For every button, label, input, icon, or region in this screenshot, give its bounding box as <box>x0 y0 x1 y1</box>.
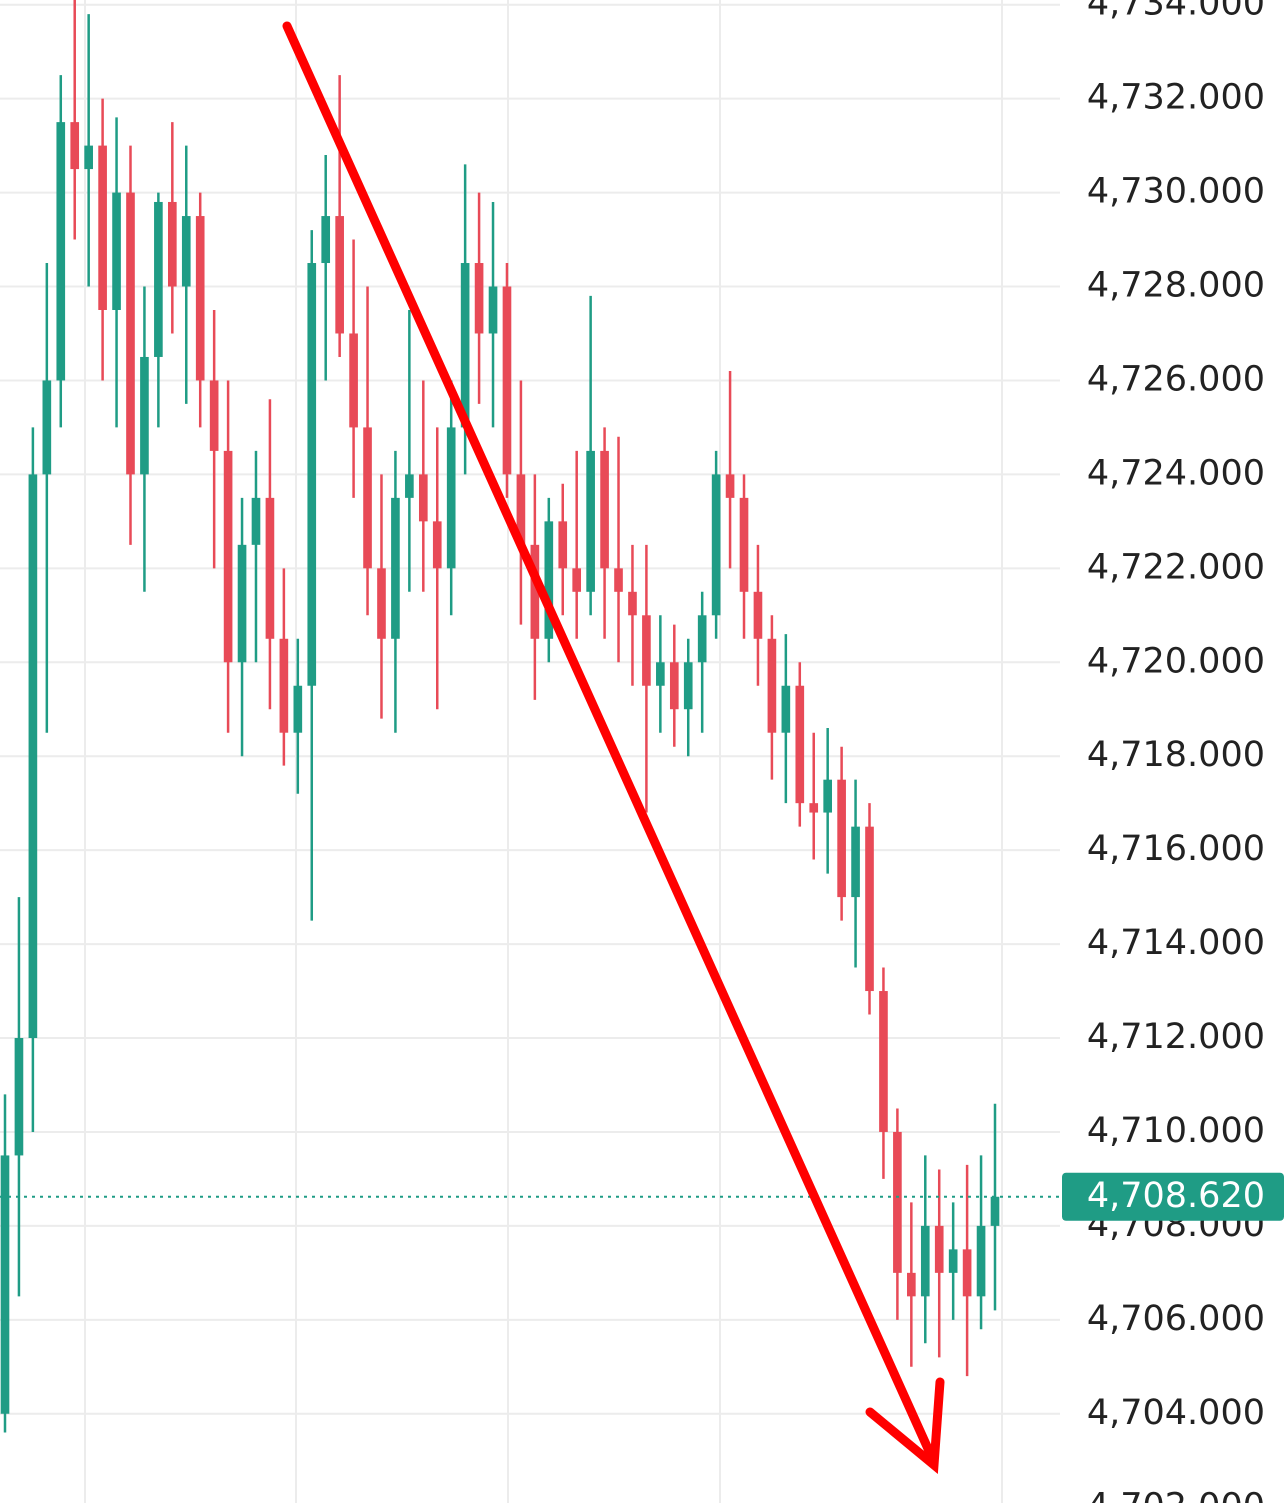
candle-body <box>84 145 93 170</box>
candle-body <box>293 685 303 733</box>
candle-body <box>739 497 749 592</box>
vertical-grid <box>84 0 1003 1503</box>
candle-body <box>642 615 651 686</box>
axis-labels: 4,702.0004,704.0004,706.0004,708.0004,71… <box>1062 0 1284 1503</box>
y-tick-label: 4,726.000 <box>1087 359 1265 399</box>
candle-body <box>656 662 665 686</box>
candle-body <box>962 1249 972 1297</box>
candle-body <box>600 450 609 569</box>
candle-body <box>237 544 247 663</box>
candle-body <box>405 474 414 498</box>
y-tick-label: 4,728.000 <box>1087 266 1265 306</box>
candle-body <box>907 1272 916 1297</box>
y-tick-label: 4,734.000 <box>1087 0 1265 24</box>
candle-body <box>223 450 233 663</box>
candle-body <box>725 474 735 498</box>
candle-body <box>363 427 372 569</box>
candle-body <box>530 544 540 639</box>
candle-body <box>614 568 623 592</box>
candle-body <box>140 356 149 475</box>
candle-body <box>586 450 595 592</box>
candle-body <box>432 521 442 569</box>
y-tick-label: 4,720.000 <box>1087 641 1265 681</box>
y-tick-label: 4,704.000 <box>1087 1393 1265 1433</box>
candle-body <box>446 427 456 569</box>
trend-arrow <box>282 21 945 1475</box>
candle-body <box>934 1225 944 1273</box>
y-tick-label: 4,730.000 <box>1087 172 1265 212</box>
candle-body <box>70 122 80 170</box>
y-tick-label: 4,702.000 <box>1087 1487 1265 1503</box>
candle-body <box>321 216 331 264</box>
candle-body <box>628 591 637 616</box>
candle-body <box>795 685 805 804</box>
candle-body <box>377 568 386 639</box>
candle-body <box>781 685 791 733</box>
y-tick-label: 4,712.000 <box>1087 1017 1265 1057</box>
grid <box>0 3 1060 1415</box>
candle-body <box>809 803 819 813</box>
candle-body <box>711 474 721 616</box>
candle-body <box>181 216 191 287</box>
candle-body <box>865 826 874 992</box>
candle-body <box>14 1038 24 1156</box>
candle-body <box>893 1131 902 1273</box>
y-tick-label: 4,710.000 <box>1087 1111 1265 1151</box>
candle-body <box>195 216 205 381</box>
candle-body <box>251 497 261 545</box>
candle-body <box>823 779 832 813</box>
candle-body <box>307 263 317 686</box>
candle-body <box>683 662 693 710</box>
candle-body <box>837 779 846 898</box>
last-price-label: 4,708.620 <box>1087 1176 1265 1216</box>
candle-body <box>98 145 107 310</box>
candle-body <box>502 286 512 475</box>
candle-body <box>544 521 554 639</box>
candle-body <box>851 826 860 898</box>
candle-body <box>349 333 358 428</box>
candle-body <box>697 615 707 663</box>
candle-body <box>767 638 777 733</box>
candle-body <box>28 474 38 1039</box>
candle-body <box>418 474 428 522</box>
y-tick-label: 4,706.000 <box>1087 1299 1265 1339</box>
candle-body <box>335 216 344 334</box>
candle-body <box>154 201 163 357</box>
candle-body <box>920 1225 930 1297</box>
candle-body <box>265 497 275 639</box>
candle-body <box>976 1225 986 1297</box>
candle-body <box>209 380 219 451</box>
candle-body <box>56 122 66 381</box>
candle-body <box>42 380 52 475</box>
candle-body <box>990 1196 1000 1226</box>
candle-body <box>558 521 568 569</box>
y-tick-label: 4,714.000 <box>1087 923 1265 963</box>
y-tick-label: 4,722.000 <box>1087 547 1265 587</box>
candle-body <box>516 474 526 545</box>
y-tick-label: 4,732.000 <box>1087 78 1265 118</box>
candle-body <box>474 263 484 334</box>
y-tick-label: 4,716.000 <box>1087 829 1265 869</box>
candle-body <box>112 192 121 310</box>
candle-body <box>126 192 135 475</box>
candle-body <box>572 568 582 592</box>
y-tick-label: 4,724.000 <box>1087 453 1265 493</box>
candle-body <box>948 1249 958 1273</box>
candle-body <box>168 201 177 287</box>
candle-body <box>279 638 289 733</box>
arrow-shaft <box>282 21 939 1467</box>
y-tick-label: 4,718.000 <box>1087 735 1265 775</box>
candle-body <box>391 497 400 639</box>
candle-body <box>488 286 498 334</box>
candles <box>0 0 1060 1433</box>
last-price-badge <box>1062 1172 1284 1221</box>
candle-body <box>879 991 888 1132</box>
candle-body <box>0 1155 10 1414</box>
candle-body <box>460 263 470 428</box>
arrow-head <box>865 1377 945 1475</box>
candle-body <box>753 591 763 639</box>
candle-body <box>669 662 679 710</box>
